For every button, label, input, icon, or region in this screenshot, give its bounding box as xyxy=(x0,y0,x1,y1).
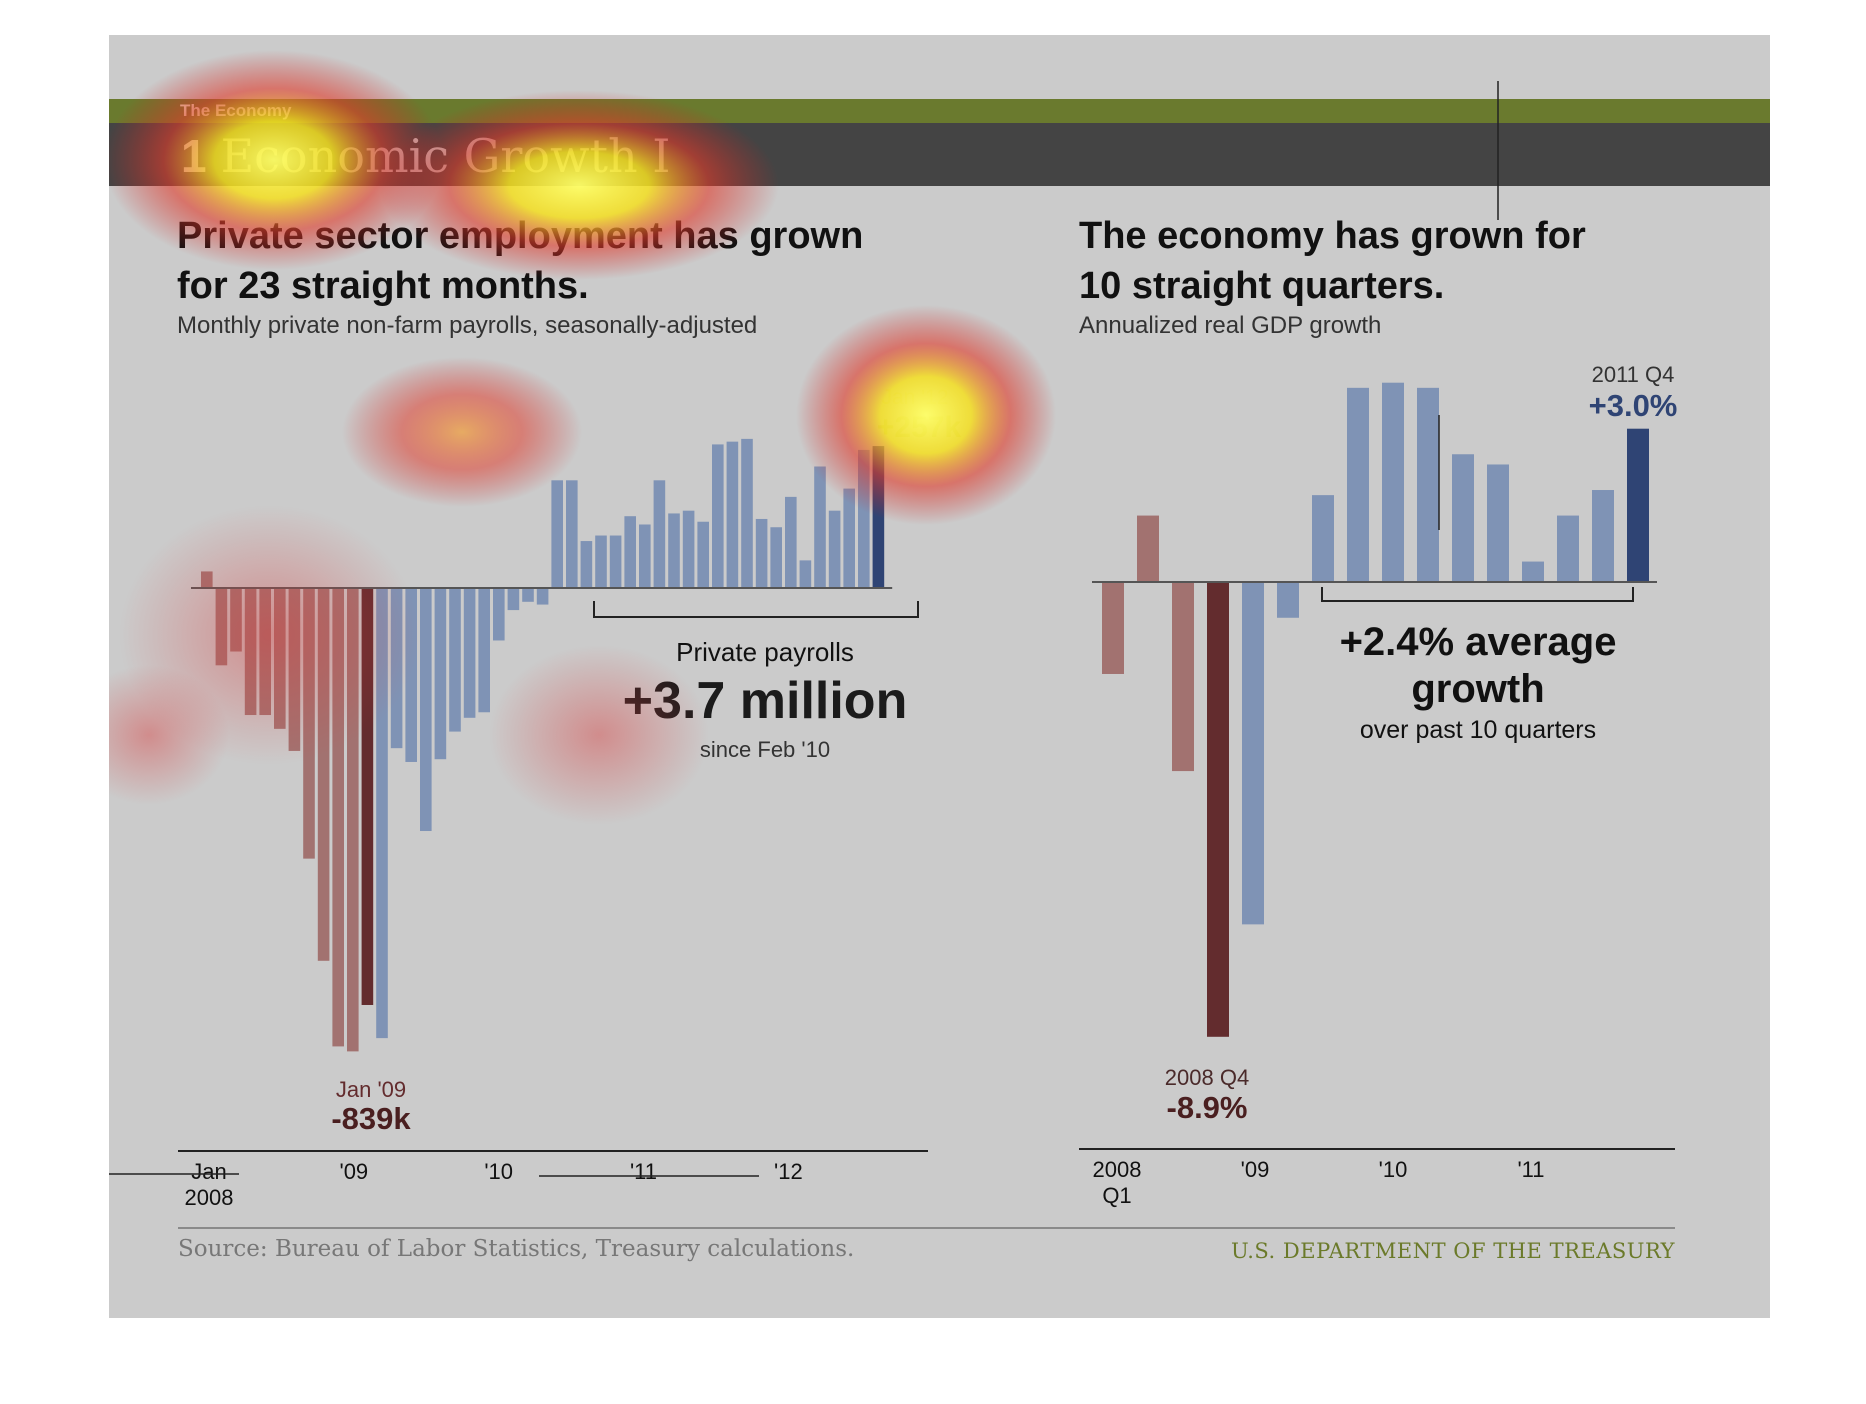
chart1-bar xyxy=(814,466,826,588)
chart2-bar xyxy=(1417,387,1439,582)
chart1-bar xyxy=(580,541,593,588)
chart1-bar xyxy=(712,444,724,588)
chart1-tick-label: Jan xyxy=(191,1159,226,1184)
chart1-bar xyxy=(493,588,505,641)
chart1-bar xyxy=(201,571,213,588)
chart2-tick-label: '11 xyxy=(1517,1157,1544,1182)
chart1-bar xyxy=(288,588,301,751)
chart2-bar xyxy=(1102,582,1124,674)
chart1-bar xyxy=(682,510,695,588)
chart1-bar xyxy=(639,524,651,588)
chart1-bracket-note: since Feb '10 xyxy=(700,737,830,762)
chart2-bar xyxy=(1452,454,1474,582)
chart1-bar xyxy=(478,588,490,713)
chart2-bar xyxy=(1277,582,1299,618)
chart1-bar xyxy=(536,588,549,605)
chart2-bar xyxy=(1242,582,1264,925)
chart1-bar xyxy=(463,588,476,718)
chart1-bar xyxy=(420,588,432,832)
chart1-bracket-value: +3.7 million xyxy=(623,672,908,730)
chart1-bar xyxy=(317,588,330,961)
chart1-bar xyxy=(668,513,680,588)
chart2-bar xyxy=(1347,387,1369,582)
slide-canvas: The Economy 1 Economic Growth I Private s… xyxy=(109,35,1770,1318)
chart1-bar xyxy=(274,588,286,729)
chart1-bar xyxy=(697,521,709,588)
chart2-bracket-title-line2: growth xyxy=(1411,667,1544,711)
chart2-tick-label: '09 xyxy=(1241,1157,1270,1182)
chart1-bar xyxy=(215,588,228,666)
chart1-bar xyxy=(376,588,388,1039)
chart2-bar xyxy=(1382,382,1404,582)
chart1-bar xyxy=(755,518,768,588)
chart1-tick-label: '10 xyxy=(484,1159,513,1184)
chart1-bar xyxy=(259,588,271,716)
chart1-bar xyxy=(653,480,666,588)
chart1-bar xyxy=(566,480,578,588)
chart1-bar xyxy=(332,588,344,1047)
chart2-bar xyxy=(1557,515,1579,582)
chart2-bracket-title: +2.4% average xyxy=(1340,620,1617,664)
chart1-low-value: -839k xyxy=(331,1101,411,1136)
chart1-bar xyxy=(230,588,242,652)
chart1-bar xyxy=(244,588,257,716)
chart2-tick-label-line2: Q1 xyxy=(1102,1183,1131,1208)
chart1-bar xyxy=(405,588,417,762)
chart2-low-label: 2008 Q4 xyxy=(1165,1065,1249,1090)
chart1-bar xyxy=(828,510,841,588)
chart2-high-value: +3.0% xyxy=(1589,388,1678,423)
chart1-bar xyxy=(609,535,622,588)
chart2-bar xyxy=(1627,428,1649,582)
left-subhead: Monthly private non-farm payrolls, seaso… xyxy=(177,312,758,339)
chart1-bracket xyxy=(593,601,919,618)
chart1-bar xyxy=(522,588,534,602)
chart2-bracket xyxy=(1321,587,1634,602)
chart1-bar xyxy=(770,527,782,588)
chart2-tick-label: 2008 xyxy=(1093,1157,1142,1182)
chart2-bar xyxy=(1592,490,1614,582)
agency-name: U.S. DEPARTMENT OF THE TREASURY xyxy=(1230,1239,1675,1263)
chart2-bracket-note: over past 10 quarters xyxy=(1360,716,1596,744)
chart2-bar xyxy=(1522,561,1544,582)
chart1-bar xyxy=(843,488,855,588)
chart1-bar xyxy=(799,560,812,588)
chart2-bar xyxy=(1207,582,1229,1037)
right-headline-line1: The economy has grown for xyxy=(1079,215,1586,257)
chart2-bar xyxy=(1312,495,1334,582)
source-note: Source: Bureau of Labor Statistics, Trea… xyxy=(178,1236,855,1262)
chart2-tick-label: '10 xyxy=(1379,1157,1408,1182)
chart1-low-label: Jan '09 xyxy=(336,1077,406,1102)
chart1-bar xyxy=(624,516,636,588)
chart1-bar xyxy=(361,588,374,1005)
footer-rule xyxy=(178,1227,1675,1229)
chart1-bar xyxy=(390,588,403,749)
chart1-bar xyxy=(858,449,870,588)
chart2-bar xyxy=(1137,515,1159,582)
chart1-bar xyxy=(551,480,563,588)
chart2-low-value: -8.9% xyxy=(1167,1090,1248,1125)
chart1-high-label: Jan '12 xyxy=(881,386,948,409)
chart2-bar xyxy=(1487,464,1509,582)
chart2-bar xyxy=(1172,582,1194,772)
chart1-tick-label: '09 xyxy=(340,1159,369,1184)
chart1-high-value: +257k xyxy=(877,411,962,444)
chart1-bar xyxy=(434,588,447,760)
chart1-bar xyxy=(785,496,797,588)
chart1-bar xyxy=(726,441,739,588)
chart1-bracket-title: Private payrolls xyxy=(676,637,854,667)
chart2-high-label: 2011 Q4 xyxy=(1592,362,1675,387)
chart1-bar xyxy=(507,588,520,611)
chart1-bar xyxy=(872,446,885,588)
chart1-bar xyxy=(347,588,359,1052)
chart1-tick-label-line2: 2008 xyxy=(185,1185,234,1210)
chart1-bar xyxy=(303,588,315,859)
chart1-tick-label: '12 xyxy=(774,1159,803,1184)
right-headline-line2: 10 straight quarters. xyxy=(1079,265,1445,307)
chart1-bar xyxy=(595,535,607,588)
chart1-tick-label: '11 xyxy=(630,1159,657,1184)
chart1-bar xyxy=(741,438,753,588)
right-subhead: Annualized real GDP growth xyxy=(1079,312,1382,339)
chart1-bar xyxy=(449,588,461,732)
